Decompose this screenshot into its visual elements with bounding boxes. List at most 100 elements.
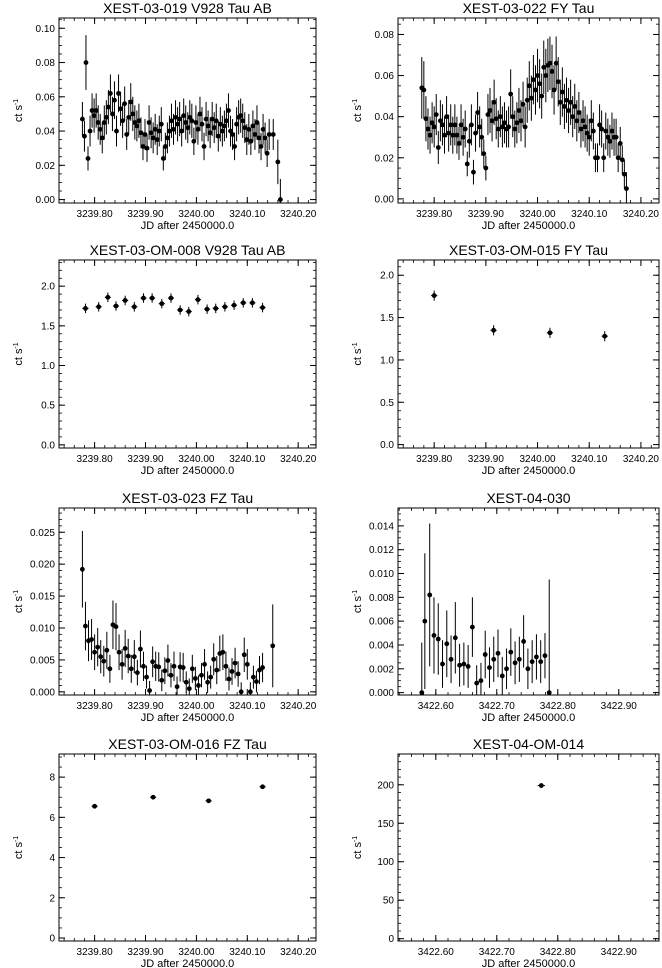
data-point [423,116,429,122]
plot-frame [58,753,317,942]
x-tick-label: 3239.80 [77,454,114,465]
data-point [555,79,561,85]
data-point [473,130,478,136]
chart-title: XEST-03-OM-016 FZ Tau [108,736,266,752]
data-point [206,798,212,804]
data-point [208,674,214,680]
plot-frame [397,507,660,696]
data-point [597,122,602,128]
data-point [468,122,474,128]
data-point [119,661,125,667]
data-point [525,666,531,672]
data-point [113,303,119,309]
data-point [491,99,497,105]
x-tick-label: 3422.70 [479,947,516,958]
y-axis-label-main: ct s [13,596,25,614]
x-tick-label: 3240.10 [229,454,266,465]
data-point [538,659,544,665]
x-tick-label: 3240.20 [623,454,660,465]
y-tick-label: 0.02 [36,161,56,172]
y-tick-label: 1.5 [380,313,394,324]
data-point [254,120,260,125]
data-point [107,666,113,672]
data-point [116,90,121,96]
data-point [205,123,211,129]
data-point [136,118,142,124]
y-tick-label: 0.010 [30,623,55,634]
data-point [120,118,126,124]
data-point [238,689,244,695]
panel-6: XEST-04-030 3422.60 3422.70 3422.80 3422.90 0… [352,490,660,724]
data-point [431,293,437,298]
data-point [543,73,549,78]
data-point [159,301,165,307]
data-point [602,333,608,339]
data-point [214,667,220,673]
data-point [584,130,590,136]
data-point [85,156,91,161]
data-point [435,145,441,150]
data-point [249,300,255,306]
data-point [130,111,136,117]
data-point [499,673,505,679]
data-point [621,171,627,177]
data-point [564,97,569,103]
data-point [421,87,427,93]
data-point [181,113,187,119]
data-point [458,122,464,128]
data-point [230,132,235,137]
y-tick-label: 6 [49,813,55,824]
data-point [104,647,110,653]
data-point [533,87,538,93]
x-tick-label: 3239.80 [77,701,114,712]
x-axis-label: JD after 2450000.0 [141,958,235,968]
data-point [152,126,158,132]
data-point [506,124,512,130]
data-point [213,305,219,311]
y-tick-label: 0.08 [36,58,56,69]
data-point [158,121,164,127]
data-point [159,677,165,683]
x-tick-label: 3422.60 [418,701,455,712]
data-point [582,124,588,130]
data-point [185,125,191,131]
data-point [201,144,207,149]
data-point [469,624,475,630]
data-point [502,120,507,126]
x-tick-label: 3240.00 [178,454,215,465]
y-axis-label-main: ct s [352,105,364,123]
data-point [456,140,462,146]
chart-title: XEST-03-022 FY Tau [463,0,595,16]
data-point [134,670,140,676]
data-points [91,784,266,809]
data-point [144,674,149,680]
data-point [141,295,146,301]
data-point [251,674,256,680]
x-tick-label: 3239.90 [127,454,164,465]
data-point [516,108,522,113]
y-tick-label: 150 [377,819,394,830]
data-point [222,304,228,310]
data-point [89,108,95,113]
data-point [110,111,115,117]
data-point [96,304,102,310]
x-tick-label: 3240.10 [229,947,266,958]
chart-title: XEST-03-OM-008 V928 Tau AB [90,242,286,258]
data-point [207,130,213,136]
y-axis-label: ct s-1 [352,99,364,122]
plot-frame [397,259,660,449]
data-points [431,290,608,342]
x-tick-label: 3240.20 [280,701,317,712]
y-tick-label: 1.0 [41,361,55,372]
data-point [149,295,155,301]
data-point [595,155,600,161]
data-point [125,653,131,659]
data-point [277,197,283,202]
data-point [475,110,480,115]
y-axis-label: ct s-1 [13,99,25,122]
plot-frame [397,17,660,204]
x-axis-label: JD after 2450000.0 [482,220,576,232]
panel-8: XEST-04-OM-014 3422.60 3422.70 3422.80 3422.… [352,736,660,968]
data-point [162,144,168,149]
